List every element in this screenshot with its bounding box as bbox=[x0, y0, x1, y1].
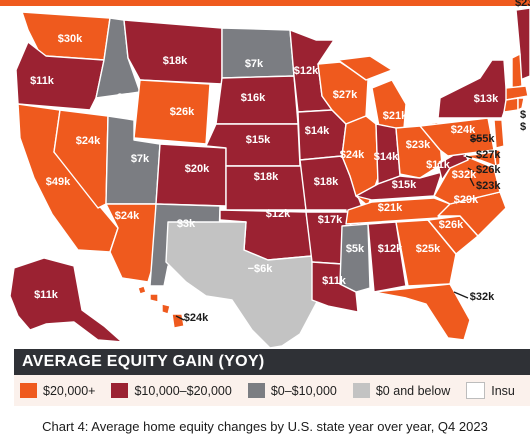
state-value-nd: $7k bbox=[245, 58, 264, 70]
legend-label: $10,000–$20,000 bbox=[134, 383, 232, 398]
state-value-tx: −$6k bbox=[248, 263, 274, 275]
state-value-mo: $18k bbox=[314, 176, 339, 188]
state-ak bbox=[9, 257, 123, 343]
state-nh bbox=[511, 53, 523, 89]
state-nj bbox=[493, 119, 505, 149]
state-value-wa: $30k bbox=[58, 33, 83, 45]
legend-item-insufficient: Insu bbox=[466, 382, 515, 399]
state-value-in: $14k bbox=[374, 151, 399, 163]
state-value-ut: $7k bbox=[131, 153, 150, 165]
leader-line-dc bbox=[469, 177, 475, 187]
state-value-az: $24k bbox=[115, 210, 140, 222]
state-de bbox=[493, 149, 501, 167]
state-value-fl: $32k bbox=[470, 291, 495, 303]
state-nd bbox=[221, 27, 295, 79]
state-value-ms: $5k bbox=[346, 243, 365, 255]
state-value-sc: $26k bbox=[439, 219, 464, 231]
state-value-nv: $24k bbox=[76, 135, 101, 147]
state-value-wy: $26k bbox=[170, 106, 195, 118]
state-value-wv: $11k bbox=[426, 159, 451, 171]
legend-swatch-insufficient bbox=[466, 382, 486, 399]
state-value-de: $26k bbox=[476, 164, 501, 176]
state-value-ga: $25k bbox=[416, 243, 441, 255]
state-value-mi: $21k bbox=[383, 110, 408, 122]
state-wy bbox=[133, 79, 211, 145]
edge-label: $ bbox=[520, 121, 526, 133]
legend-label: $0–$10,000 bbox=[270, 383, 337, 398]
leader-line-md bbox=[465, 155, 473, 159]
state-value-md: $27k bbox=[476, 149, 501, 161]
us-map: $30k $11k $49k $24k $4k $18k $26k $7k $24k $20k $3… bbox=[9, 0, 530, 349]
legend-label: $0 and below bbox=[375, 383, 451, 398]
state-vt bbox=[503, 59, 513, 89]
state-value-mt: $18k bbox=[163, 55, 188, 67]
state-value-ak: $11k bbox=[34, 289, 59, 301]
legend-swatch-dark-gray bbox=[247, 383, 265, 398]
state-value-id: $4k bbox=[117, 92, 136, 104]
state-me bbox=[515, 7, 530, 81]
state-ky bbox=[355, 171, 443, 201]
figure-caption: Chart 4: Average home equity changes by … bbox=[42, 419, 488, 434]
state-value-sd: $16k bbox=[241, 92, 266, 104]
state-value-nj: $55k bbox=[470, 133, 495, 145]
state-mt bbox=[123, 19, 223, 85]
state-value-ne: $15k bbox=[246, 134, 271, 146]
state-value-ok: $12k bbox=[266, 208, 291, 220]
state-ma bbox=[505, 85, 529, 101]
legend-swatch-maroon bbox=[111, 383, 129, 398]
state-value-nm: $3k bbox=[177, 218, 196, 230]
state-value-ar: $17k bbox=[318, 214, 343, 226]
legend-label: $20,000+ bbox=[43, 383, 96, 398]
state-pa bbox=[419, 117, 495, 157]
edge-label: $23 bbox=[515, 0, 530, 9]
state-al bbox=[367, 221, 407, 293]
state-value-mn: $12k bbox=[294, 65, 319, 77]
state-value-or: $11k bbox=[30, 75, 55, 87]
state-value-al: $12k bbox=[378, 243, 403, 255]
state-value-tn: $21k bbox=[378, 202, 403, 214]
state-nv bbox=[53, 109, 109, 209]
state-hi bbox=[137, 285, 185, 329]
state-value-ca: $49k bbox=[46, 176, 71, 188]
state-fl bbox=[373, 283, 471, 341]
state-ri bbox=[517, 97, 525, 111]
state-value-wi: $27k bbox=[333, 89, 358, 101]
state-value-la: $11k bbox=[322, 275, 347, 287]
top-accent-bar bbox=[0, 0, 530, 6]
legend-item-0-10k: $0–$10,000 bbox=[247, 383, 337, 398]
state-value-va: $32k bbox=[452, 169, 477, 181]
state-value-pa: $24k bbox=[451, 124, 476, 136]
legend-items: $20,000+ $10,000–$20,000 $0–$10,000 $0 a… bbox=[14, 375, 530, 406]
state-tx bbox=[165, 221, 319, 349]
state-value-nc: $29k bbox=[454, 194, 479, 206]
legend-item-20k-plus: $20,000+ bbox=[20, 383, 95, 398]
legend: AVERAGE EQUITY GAIN (YOY) $20,000+ $10,0… bbox=[14, 349, 530, 406]
leader-line-nj bbox=[469, 137, 483, 141]
state-value-ny: $13k bbox=[474, 93, 499, 105]
state-or bbox=[15, 41, 105, 111]
state-value-co: $20k bbox=[185, 163, 210, 175]
state-value-ks: $18k bbox=[254, 171, 279, 183]
legend-title: AVERAGE EQUITY GAIN (YOY) bbox=[14, 349, 530, 375]
leader-line-de bbox=[467, 167, 475, 173]
legend-swatch-light-gray bbox=[352, 383, 370, 398]
leader-line-fl bbox=[453, 291, 469, 299]
state-value-ky: $15k bbox=[392, 179, 417, 191]
edge-label: $ bbox=[520, 109, 526, 121]
legend-item-10k-20k: $10,000–$20,000 bbox=[111, 383, 232, 398]
state-value-hi: $24k bbox=[184, 312, 209, 324]
state-co bbox=[155, 143, 227, 207]
state-value-il: $24k bbox=[340, 149, 365, 161]
legend-item-0-and-below: $0 and below bbox=[352, 383, 451, 398]
state-ct bbox=[503, 97, 519, 113]
leader-line-hi bbox=[175, 315, 185, 321]
state-value-ia: $14k bbox=[305, 125, 330, 137]
state-value-oh: $23k bbox=[406, 139, 431, 151]
state-ms bbox=[339, 223, 371, 293]
legend-swatch-orange bbox=[20, 383, 37, 398]
state-value-dc: $23k bbox=[476, 180, 501, 192]
legend-label: Insu bbox=[491, 383, 515, 398]
state-ny bbox=[437, 59, 509, 119]
